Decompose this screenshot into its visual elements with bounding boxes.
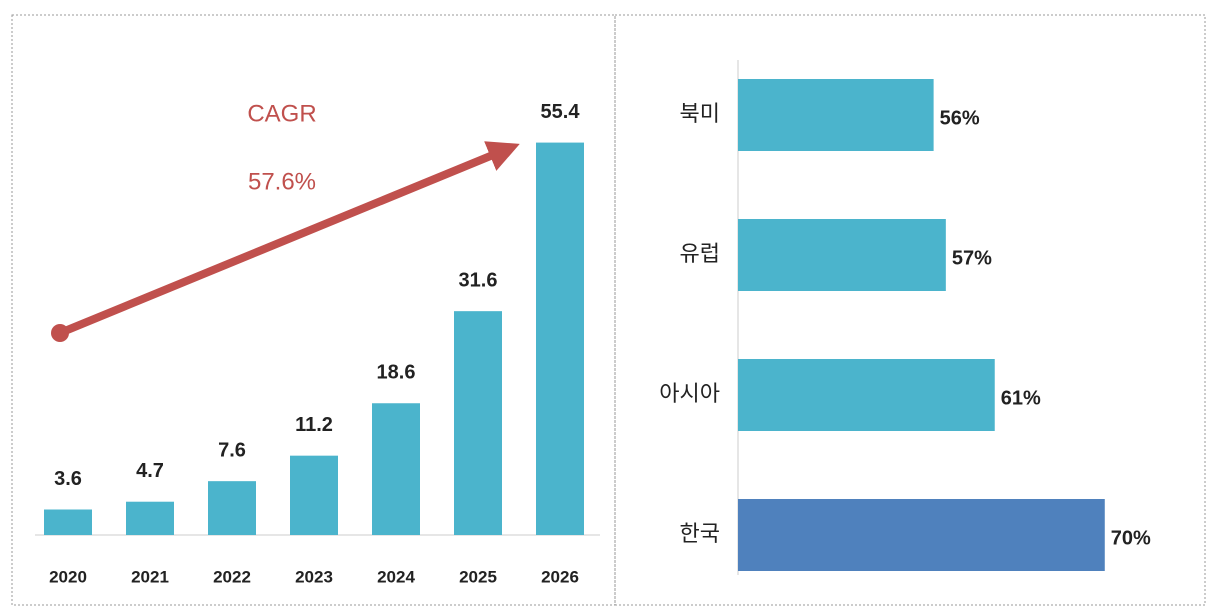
bar: [738, 219, 946, 291]
data-label: 61%: [1001, 387, 1041, 409]
bar: [44, 509, 92, 535]
x-tick-label: 2025: [459, 567, 497, 586]
x-tick-label: 2024: [377, 567, 415, 586]
bar: [290, 455, 338, 535]
annotation: 57.6%: [248, 168, 316, 195]
right-panel: [614, 14, 1206, 606]
x-tick-label: 2026: [541, 567, 579, 586]
data-label: 31.6: [459, 269, 498, 291]
data-label: 3.6: [54, 468, 82, 490]
data-label: 55.4: [541, 101, 581, 123]
bar: [738, 499, 1105, 571]
y-tick-label: 북미: [680, 101, 720, 126]
bar: [454, 311, 502, 535]
cagr-arrow: [58, 141, 520, 337]
data-label: 18.6: [377, 362, 416, 384]
y-tick-label: 한국: [680, 521, 720, 546]
data-label: 7.6: [218, 439, 246, 461]
x-tick-label: 2021: [131, 567, 169, 586]
x-tick-label: 2020: [49, 567, 87, 586]
annotation: CAGR: [247, 100, 316, 127]
data-label: 4.7: [136, 460, 164, 482]
bar: [738, 359, 995, 431]
y-tick-label: 유럽: [680, 241, 720, 266]
data-label: 11.2: [295, 414, 333, 436]
x-tick-label: 2023: [295, 567, 333, 586]
y-tick-label: 아시아: [659, 381, 720, 406]
data-label: 57%: [952, 247, 992, 269]
bar: [738, 79, 934, 151]
data-label: 56%: [940, 107, 980, 129]
bar: [208, 481, 256, 535]
x-tick-label: 2022: [213, 567, 251, 586]
bar: [372, 403, 420, 535]
bar: [126, 501, 174, 535]
data-label: 70%: [1111, 527, 1151, 549]
bar: [536, 142, 584, 536]
